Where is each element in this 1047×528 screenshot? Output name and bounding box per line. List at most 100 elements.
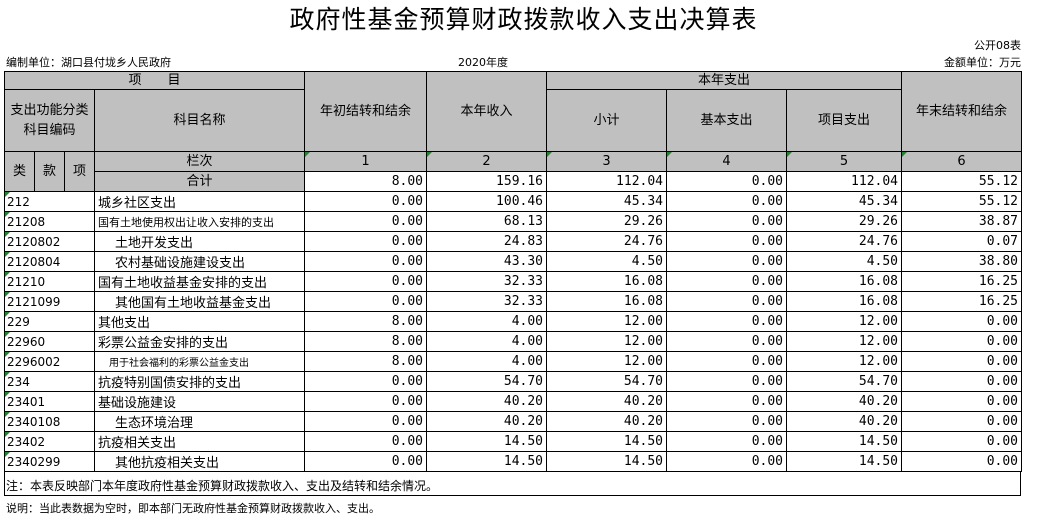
- header-project-exp: 项目支出: [786, 89, 903, 152]
- row-code: 22960: [4, 331, 95, 352]
- meta-row: 编制单位：湖口县付垅乡人民政府 2020年度 金额单位：万元: [0, 55, 1047, 71]
- row-value: 0.00: [666, 331, 788, 352]
- row-value: 12.00: [546, 351, 668, 372]
- row-code: 212: [4, 191, 95, 212]
- table-row: 21208 国有土地使用权出让收入安排的支出 0.00 68.13 29.26 0.00 2…: [4, 211, 1023, 232]
- header-subject-name: 科目名称: [93, 89, 306, 152]
- table-row: 212 城乡社区支出 0.00 100.46 45.34 0.00 45.34 55.12: [4, 191, 1023, 212]
- row-value: 0.00: [304, 451, 428, 472]
- table-row: 2120804 农村基础设施建设支出 0.00 43.30 4.50 0.00 4.50 38…: [4, 251, 1023, 272]
- row-value: 14.50: [426, 451, 548, 472]
- row-value: 16.08: [546, 291, 668, 312]
- row-value: 0.00: [901, 311, 1023, 332]
- row-value: 24.76: [786, 231, 903, 252]
- row-value: 8.00: [304, 311, 428, 332]
- table-row: 234 抗疫特别国债安排的支出 0.00 54.70 54.70 0.00 54.70 0.0…: [4, 371, 1023, 392]
- row-name: 抗疫特别国债安排的支出: [93, 371, 306, 392]
- row-value: 32.33: [426, 291, 548, 312]
- row-code: 234: [4, 371, 95, 392]
- page-title: 政府性基金预算财政拨款收入支出决算表: [289, 5, 758, 34]
- row-code: 23402: [4, 431, 95, 452]
- note-text: 注：本表反映部门本年度政府性基金预算财政拨款收入、支出及结转和结余情况。: [6, 479, 439, 493]
- row-value: 38.87: [901, 211, 1023, 232]
- row-value: 54.70: [786, 371, 903, 392]
- row-name: 生态环境治理: [93, 411, 306, 432]
- table-row: 2296002 用于社会福利的彩票公益金支出 8.00 4.00 12.00 0.00 12…: [4, 351, 1023, 372]
- row-value: 0.00: [901, 351, 1023, 372]
- col-num: 2: [426, 151, 548, 172]
- row-value: 68.13: [426, 211, 548, 232]
- row-name: 彩票公益金安排的支出: [93, 331, 306, 352]
- budget-table: 项 目 年初结转和结余 本年收入 本年支出 年末结转和结余 支出功能分类科目编码…: [3, 71, 1023, 472]
- money-unit: 金额单位：万元: [944, 56, 1021, 69]
- row-value: 0.00: [901, 451, 1023, 472]
- row-value: 14.50: [786, 431, 903, 452]
- row-value: 40.20: [546, 391, 668, 412]
- row-value: 12.00: [786, 351, 903, 372]
- row-name: 用于社会福利的彩票公益金支出: [93, 351, 306, 372]
- row-value: 0.07: [901, 231, 1023, 252]
- row-value: 55.12: [901, 191, 1023, 212]
- table-row: 2340108 生态环境治理 0.00 40.20 40.20 0.00 40.20 0.00: [4, 411, 1023, 432]
- row-value: 4.00: [426, 351, 548, 372]
- header-lei: 类: [4, 151, 35, 192]
- row-value: 43.30: [426, 251, 548, 272]
- row-name: 基础设施建设: [93, 391, 306, 412]
- total-value: 0.00: [666, 171, 788, 192]
- row-value: 0.00: [666, 351, 788, 372]
- row-name: 其他支出: [93, 311, 306, 332]
- row-value: 12.00: [546, 331, 668, 352]
- row-value: 0.00: [666, 231, 788, 252]
- header-xiang: 项: [64, 151, 95, 192]
- row-code: 2121099: [4, 291, 95, 312]
- row-value: 16.08: [786, 291, 903, 312]
- table-row: 23402 抗疫相关支出 0.00 14.50 14.50 0.00 14.50 0.00: [4, 431, 1023, 452]
- table-row: 2121099 其他国有土地收益基金支出 0.00 32.33 16.08 0.00 16.…: [4, 291, 1023, 312]
- row-code: 2340108: [4, 411, 95, 432]
- col-num: 3: [546, 151, 668, 172]
- row-value: 24.76: [546, 231, 668, 252]
- row-value: 0.00: [666, 191, 788, 212]
- row-value: 0.00: [666, 371, 788, 392]
- row-value: 0.00: [666, 391, 788, 412]
- header-basic: 基本支出: [666, 89, 788, 152]
- row-value: 4.00: [426, 311, 548, 332]
- row-value: 4.50: [786, 251, 903, 272]
- col-num: 4: [666, 151, 788, 172]
- row-value: 4.50: [546, 251, 668, 272]
- row-value: 40.20: [786, 411, 903, 432]
- row-value: 0.00: [666, 271, 788, 292]
- table-row: 22960 彩票公益金安排的支出 8.00 4.00 12.00 0.00 12.00 0.0…: [4, 331, 1023, 352]
- col-num: 1: [304, 151, 428, 172]
- row-value: 0.00: [304, 291, 428, 312]
- row-value: 40.20: [426, 391, 548, 412]
- table-row: 21210 国有土地收益基金安排的支出 0.00 32.33 16.08 0.00 16.0…: [4, 271, 1023, 292]
- row-value: 0.00: [304, 251, 428, 272]
- total-value: 112.04: [546, 171, 668, 192]
- row-value: 14.50: [546, 431, 668, 452]
- row-value: 29.26: [546, 211, 668, 232]
- row-value: 12.00: [786, 331, 903, 352]
- row-value: 8.00: [304, 351, 428, 372]
- total-value: 112.04: [786, 171, 903, 192]
- explanation-text: 说明：当此表数据为空时，即本部门无政府性基金预算财政拨款收入、支出。: [6, 502, 380, 515]
- row-value: 0.00: [304, 211, 428, 232]
- row-code: 21210: [4, 271, 95, 292]
- row-value: 0.00: [666, 251, 788, 272]
- row-value: 54.70: [426, 371, 548, 392]
- row-code: 2120804: [4, 251, 95, 272]
- col-num: 6: [901, 151, 1023, 172]
- row-value: 0.00: [304, 191, 428, 212]
- row-name: 其他国有土地收益基金支出: [93, 291, 306, 312]
- row-value: 14.50: [786, 451, 903, 472]
- row-value: 16.25: [901, 271, 1023, 292]
- row-value: 0.00: [304, 231, 428, 252]
- total-value: 159.16: [426, 171, 548, 192]
- total-value: 55.12: [901, 171, 1023, 192]
- row-value: 0.00: [666, 291, 788, 312]
- note-frame: [4, 472, 1021, 496]
- row-value: 16.08: [546, 271, 668, 292]
- row-value: 0.00: [901, 331, 1023, 352]
- row-value: 12.00: [546, 311, 668, 332]
- row-value: 40.20: [426, 411, 548, 432]
